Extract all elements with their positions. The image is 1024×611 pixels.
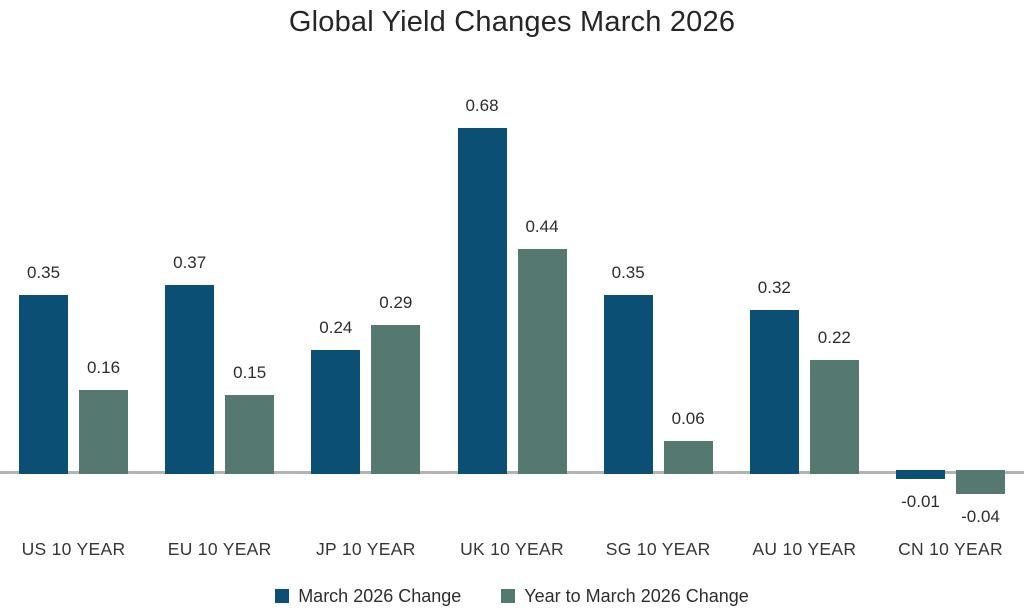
value-label: 0.37 <box>173 252 207 272</box>
value-label: 0.15 <box>233 363 267 383</box>
value-label: 0.32 <box>757 277 791 297</box>
x-axis-baseline <box>0 471 1024 474</box>
x-axis-label: SG 10 YEAR <box>605 539 711 559</box>
value-label: 0.22 <box>817 328 851 348</box>
bar-year-to-march-2026-change <box>809 360 859 474</box>
value-label: 0.29 <box>379 292 413 312</box>
bar-march-2026-change <box>896 470 946 480</box>
legend-label: March 2026 Change <box>298 586 462 606</box>
bar-year-to-march-2026-change <box>371 324 421 474</box>
value-label: -0.04 <box>961 507 1000 527</box>
legend-swatch-icon <box>275 589 290 603</box>
value-label: 0.06 <box>671 408 705 428</box>
value-label: 0.35 <box>26 262 61 282</box>
value-label: 0.44 <box>525 217 559 237</box>
x-axis-label: EU 10 YEAR <box>167 539 272 559</box>
bar-year-to-march-2026-change <box>225 395 275 474</box>
value-label: 0.16 <box>86 358 121 378</box>
chart-title: Global Yield Changes March 2026 <box>288 6 736 38</box>
value-label: 0.24 <box>319 318 353 338</box>
x-axis-label: US 10 YEAR <box>21 539 126 559</box>
bar-march-2026-change <box>457 128 507 474</box>
x-axis-label: AU 10 YEAR <box>752 539 857 559</box>
legend-label: Year to March 2026 Change <box>524 586 749 606</box>
legend-swatch-icon <box>501 589 516 603</box>
bar-march-2026-change <box>19 294 68 474</box>
value-label: 0.68 <box>465 96 499 116</box>
bar-march-2026-change <box>603 294 653 474</box>
bar-march-2026-change <box>165 284 215 474</box>
x-axis-label: CN 10 YEAR <box>898 539 1003 559</box>
x-axis-label: UK 10 YEAR <box>460 539 564 559</box>
value-label: 0.35 <box>611 262 645 282</box>
value-label: -0.01 <box>901 492 940 512</box>
legend: March 2026 Change Year to March 2026 Chan… <box>0 586 1024 606</box>
bar-year-to-march-2026-change <box>663 440 713 474</box>
bar-march-2026-change <box>311 350 361 474</box>
bar-year-to-march-2026-change <box>517 249 567 474</box>
legend-item-year-to-march-2026-change: Year to March 2026 Change <box>501 586 749 606</box>
bar-year-to-march-2026-change <box>79 390 128 474</box>
x-axis-label: JP 10 YEAR <box>316 539 416 559</box>
bar-year-to-march-2026-change <box>956 470 1006 495</box>
bar-march-2026-change <box>749 309 799 474</box>
legend-item-march-2026-change: March 2026 Change <box>275 586 461 606</box>
